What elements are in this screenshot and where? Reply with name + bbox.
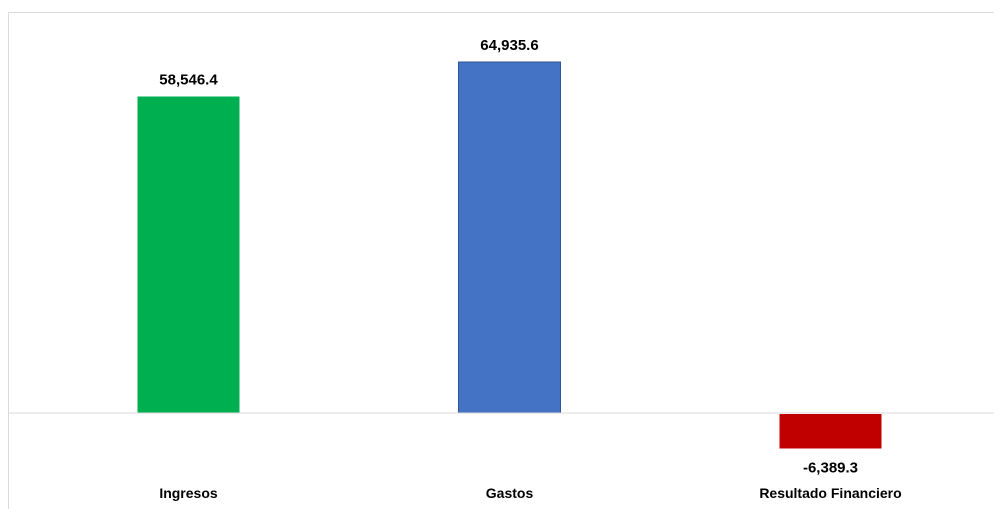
value-label-resultado-financiero: -6,389.3 [803, 460, 858, 477]
bars-layer [137, 61, 882, 449]
bar-resultado-financiero [779, 414, 882, 449]
value-label-gastos: 64,935.6 [480, 37, 538, 54]
labels-layer: 58,546.4 Ingresos 64,935.6 Gastos -6,389.3 Re… [159, 37, 901, 501]
chart-frame-left-border [8, 12, 9, 509]
category-label-gastos: Gastos [486, 485, 534, 501]
chart-frame-top-border [8, 12, 994, 13]
category-label-ingresos: Ingresos [159, 485, 218, 501]
value-label-ingresos: 58,546.4 [159, 72, 218, 89]
bar-ingresos [137, 96, 240, 413]
category-label-resultado-financiero: Resultado Financiero [759, 485, 901, 501]
bar-gastos [458, 61, 561, 414]
